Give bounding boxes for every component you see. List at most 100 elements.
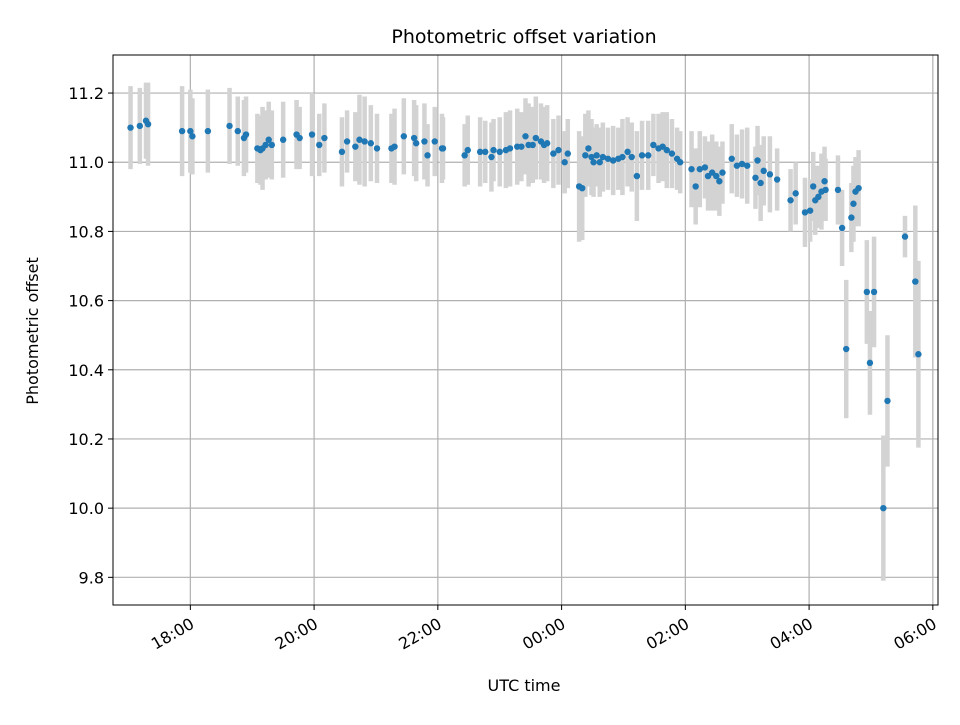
data-point — [356, 136, 363, 143]
data-point — [412, 140, 420, 147]
data-point — [843, 345, 850, 353]
data-point — [676, 159, 684, 166]
data-point — [760, 167, 767, 175]
data-point — [915, 351, 922, 358]
data-point — [561, 159, 568, 166]
data-point — [754, 157, 761, 164]
data-point — [588, 153, 595, 161]
data-point — [866, 359, 874, 367]
data-point — [543, 140, 551, 147]
data-point — [189, 133, 196, 140]
data-point — [792, 190, 799, 197]
data-point — [234, 127, 241, 135]
data-point — [870, 288, 878, 296]
data-point — [766, 171, 774, 178]
data-point — [555, 146, 562, 154]
data-point — [410, 134, 418, 142]
data-point — [361, 138, 368, 145]
data-point — [518, 143, 525, 150]
data-point — [550, 150, 557, 157]
data-point — [582, 152, 589, 159]
data-point — [619, 153, 626, 161]
y-tick-label: 10.4 — [68, 361, 104, 380]
data-point — [127, 124, 134, 131]
data-point — [638, 152, 646, 159]
data-point — [338, 148, 346, 156]
data-point — [373, 145, 381, 152]
data-point — [226, 122, 233, 130]
data-point — [599, 153, 607, 161]
data-point — [773, 176, 781, 183]
data-point — [806, 207, 814, 214]
data-point — [668, 150, 676, 157]
data-point — [733, 162, 741, 169]
data-point — [585, 145, 592, 152]
data-point — [296, 134, 303, 142]
y-tick-label: 10.0 — [68, 499, 104, 518]
data-point — [713, 172, 720, 180]
data-point — [701, 164, 709, 171]
data-point — [391, 143, 398, 150]
data-point — [822, 186, 829, 194]
data-point — [738, 160, 746, 168]
data-point — [863, 288, 871, 296]
data-point — [590, 159, 597, 166]
data-point — [663, 146, 670, 154]
data-point — [178, 127, 186, 135]
data-point — [482, 148, 489, 156]
data-point — [728, 155, 735, 162]
data-point — [522, 133, 529, 140]
data-point — [855, 184, 862, 192]
data-point — [242, 131, 250, 138]
data-point — [688, 165, 695, 173]
data-point — [609, 157, 617, 164]
data-point — [144, 120, 152, 128]
y-tick-label: 10.2 — [68, 430, 104, 449]
data-point — [400, 133, 408, 140]
data-point — [884, 397, 891, 405]
data-point — [490, 146, 497, 154]
data-point — [757, 179, 764, 187]
data-point — [506, 145, 514, 152]
y-axis-title: Photometric offset — [23, 257, 42, 405]
data-point — [752, 174, 759, 181]
data-point — [850, 200, 857, 207]
data-point — [912, 278, 919, 285]
data-point — [265, 136, 272, 143]
data-point — [496, 148, 503, 156]
data-point — [744, 162, 751, 169]
data-point — [624, 148, 631, 156]
data-points — [127, 117, 922, 512]
data-point — [136, 122, 144, 130]
data-point — [367, 140, 375, 147]
data-point — [810, 183, 817, 190]
y-tick-label: 11.0 — [68, 153, 104, 172]
y-tick-label: 9.8 — [79, 568, 104, 587]
data-point — [650, 141, 657, 149]
data-point — [696, 165, 703, 173]
data-point — [476, 148, 484, 156]
data-point — [645, 152, 652, 159]
data-point — [461, 152, 468, 159]
data-point — [352, 143, 359, 150]
y-tick-label: 10.6 — [68, 292, 104, 311]
chart-title: Photometric offset variation — [391, 26, 656, 48]
data-point — [604, 155, 612, 162]
data-point — [628, 153, 635, 161]
data-point — [838, 224, 846, 232]
data-point — [716, 178, 723, 185]
data-point — [834, 186, 842, 194]
data-point — [593, 152, 600, 159]
data-point — [532, 134, 540, 142]
data-point — [815, 193, 822, 201]
data-point — [488, 153, 495, 161]
y-tick-label: 11.2 — [68, 84, 104, 103]
data-point — [596, 159, 603, 166]
data-point — [431, 138, 438, 145]
data-point — [204, 127, 212, 135]
data-point — [821, 178, 828, 185]
data-point — [308, 131, 316, 138]
data-point — [343, 138, 351, 145]
data-point — [880, 504, 887, 512]
